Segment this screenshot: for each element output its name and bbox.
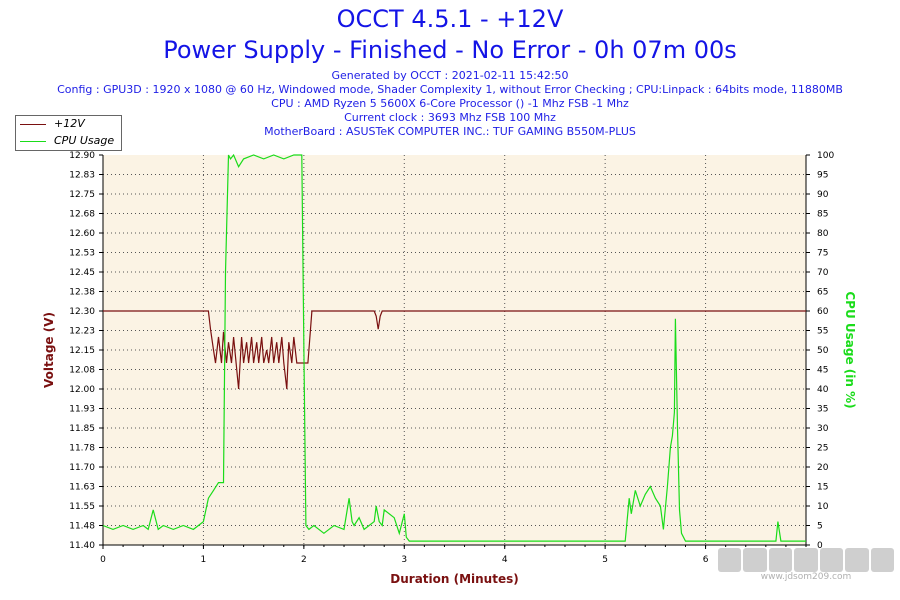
y2-tick-label: 20	[817, 463, 829, 473]
y-tick-label: 12.90	[69, 151, 95, 161]
watermark-logo: www.jdsom209.com	[718, 548, 894, 588]
y2-tick-label: 55	[817, 327, 828, 337]
y-tick-label: 11.93	[69, 405, 95, 415]
x-axis-label: Duration (Minutes)	[390, 572, 518, 586]
info-clock: Current clock : 3693 Mhz FSB 100 Mhz	[344, 111, 556, 124]
y-tick-label: 11.85	[69, 424, 95, 434]
y-tick-label: 11.55	[69, 502, 95, 512]
x-tick-label: 0	[100, 555, 106, 565]
legend-label-12v: +12V	[54, 117, 85, 130]
series-layer	[102, 153, 806, 542]
y-tick-label: 12.00	[69, 385, 95, 395]
info-generated: Generated by OCCT : 2021-02-11 15:42:50	[331, 69, 569, 82]
y2-tick-label: 80	[817, 229, 829, 239]
y-tick-label: 12.75	[69, 190, 95, 200]
y-tick-label: 12.53	[69, 249, 95, 259]
y-tick-label: 11.63	[69, 483, 95, 493]
y2-tick-label: 45	[817, 366, 828, 376]
y-tick-label: 12.15	[69, 346, 95, 356]
y2-tick-label: 10	[817, 502, 829, 512]
y2-tick-label: 85	[817, 210, 828, 220]
y-axis-label: Voltage (V)	[42, 312, 56, 388]
watermark-url: www.jdsom209.com	[760, 572, 852, 582]
y-tick-label: 12.30	[69, 307, 95, 317]
y2-tick-label: 5	[817, 522, 823, 532]
x-tick-label: 2	[301, 555, 307, 565]
info-config: Config : GPU3D : 1920 x 1080 @ 60 Hz, Wi…	[57, 83, 843, 96]
info-motherboard: MotherBoard : ASUSTeK COMPUTER INC.: TUF…	[264, 125, 636, 138]
series-line-12v	[103, 310, 806, 390]
y2-axis-label: CPU Usage (in %)	[843, 291, 857, 408]
y2-tick-label: 50	[817, 346, 829, 356]
y2-tick-label: 25	[817, 444, 828, 454]
x-tick-label: 3	[401, 555, 407, 565]
y2-tick-label: 65	[817, 288, 828, 298]
x-tick-label: 5	[602, 555, 608, 565]
legend-swatch-12v	[20, 123, 46, 125]
axes	[99, 154, 810, 549]
y2-tick-label: 100	[817, 151, 834, 161]
y2-tick-label: 40	[817, 385, 829, 395]
y-tick-label: 11.48	[69, 522, 95, 532]
chart-subtitle: Power Supply - Finished - No Error - 0h …	[163, 36, 737, 64]
grid	[103, 155, 806, 545]
plot-background	[103, 155, 806, 545]
info-cpu: CPU : AMD Ryzen 5 5600X 6-Core Processor…	[271, 97, 629, 110]
y-tick-label: 12.08	[69, 366, 95, 376]
y-tick-label: 12.60	[69, 229, 95, 239]
y2-tick-label: 95	[817, 171, 828, 181]
y2-tick-label: 75	[817, 249, 828, 259]
legend-label-cpu: CPU Usage	[54, 134, 115, 147]
y-tick-label: 11.70	[69, 463, 95, 473]
legend-swatch-cpu	[20, 140, 46, 142]
legend: +12V CPU Usage	[15, 115, 122, 151]
y-tick-label: 12.68	[69, 210, 95, 220]
y-tick-label: 12.38	[69, 288, 95, 298]
x-tick-label: 4	[502, 555, 508, 565]
y2-tick-label: 15	[817, 483, 828, 493]
legend-item-12v: +12V	[20, 117, 85, 131]
y-tick-label: 12.83	[69, 171, 95, 181]
y2-tick-label: 90	[817, 190, 829, 200]
chart-title: OCCT 4.5.1 - +12V	[336, 5, 564, 33]
y2-tick-label: 60	[817, 307, 829, 317]
watermark-blocks	[718, 548, 894, 572]
series-line-cpu-usage	[102, 153, 806, 542]
legend-item-cpu: CPU Usage	[20, 134, 114, 148]
y-tick-label: 11.40	[69, 541, 95, 551]
y-tick-label: 12.23	[69, 327, 95, 337]
y2-tick-label: 0	[817, 541, 823, 551]
y2-tick-label: 30	[817, 424, 829, 434]
x-tick-label: 1	[201, 555, 207, 565]
y-tick-label: 11.78	[69, 444, 95, 454]
y2-tick-label: 70	[817, 268, 829, 278]
x-tick-label: 6	[703, 555, 709, 565]
y-tick-label: 12.45	[69, 268, 95, 278]
y2-tick-label: 35	[817, 405, 828, 415]
